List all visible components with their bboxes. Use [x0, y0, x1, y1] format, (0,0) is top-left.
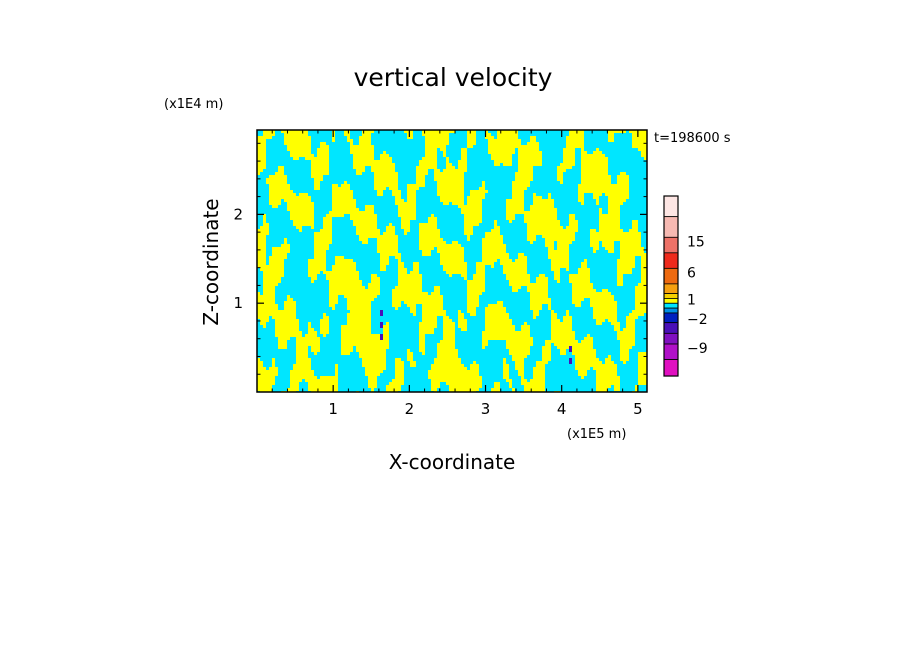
colorbar-swatch	[663, 359, 679, 377]
colorbar-frame	[663, 195, 679, 377]
chart-title: vertical velocity	[354, 63, 553, 92]
colorbar-swatch	[663, 312, 679, 324]
x-axis: 1 2 3 4 5	[271, 130, 643, 418]
y-tick-label: 1	[233, 294, 243, 312]
colorbar-tick-label: 1	[687, 292, 696, 308]
colorbar-tick-label: 6	[687, 265, 696, 281]
colorbar-swatch	[663, 332, 679, 345]
colorbar-swatch	[663, 322, 679, 334]
x-tick-label: 5	[633, 400, 643, 418]
colorbar: 15 6 1 −2 −9	[663, 195, 708, 377]
colorbar-swatch	[663, 195, 679, 218]
x-scale-label: (x1E5 m)	[567, 427, 626, 442]
colorbar-swatch	[663, 298, 679, 304]
x-tick-label: 4	[557, 400, 567, 418]
x-tick-label: 2	[405, 400, 415, 418]
colorbar-swatch	[663, 267, 679, 285]
x-axis-label: X-coordinate	[389, 450, 516, 474]
colorbar-tick-label: −9	[687, 341, 708, 357]
colorbar-swatch	[663, 216, 679, 238]
x-tick-label: 1	[328, 400, 338, 418]
colorbar-swatch	[663, 236, 679, 254]
colorbar-swatch	[663, 302, 679, 309]
y-tick-label: 2	[233, 205, 243, 223]
colorbar-tick-label: 15	[687, 234, 705, 250]
plot-frame	[256, 129, 648, 393]
y-axis-label: Z-coordinate	[199, 198, 223, 325]
x-tick-label: 3	[481, 400, 491, 418]
colorbar-swatch	[663, 307, 679, 314]
colorbar-tick-label: −2	[687, 312, 708, 328]
colorbar-swatch	[663, 252, 679, 269]
time-label: t=198600 s	[654, 131, 731, 146]
y-scale-label: (x1E4 m)	[164, 97, 223, 112]
colorbar-swatch	[663, 293, 679, 299]
colorbar-swatch	[663, 283, 679, 294]
y-axis: 12	[233, 142, 647, 375]
colorbar-swatch	[663, 343, 679, 360]
velocity-field	[257, 130, 647, 392]
